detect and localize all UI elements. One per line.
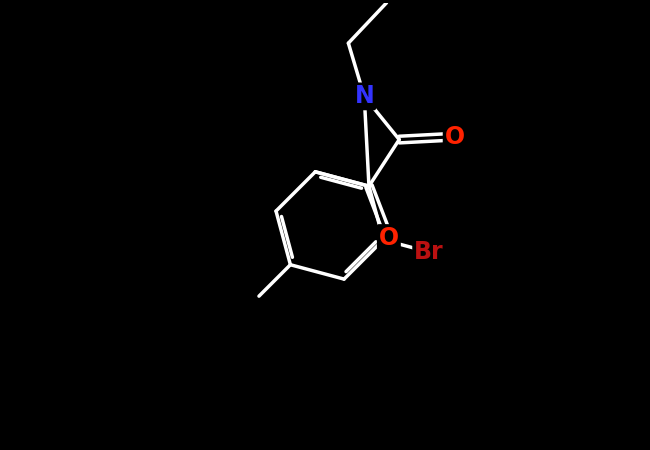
Text: Br: Br [414,240,444,264]
Text: O: O [445,125,465,148]
Text: O: O [379,226,399,250]
Text: N: N [354,85,374,108]
